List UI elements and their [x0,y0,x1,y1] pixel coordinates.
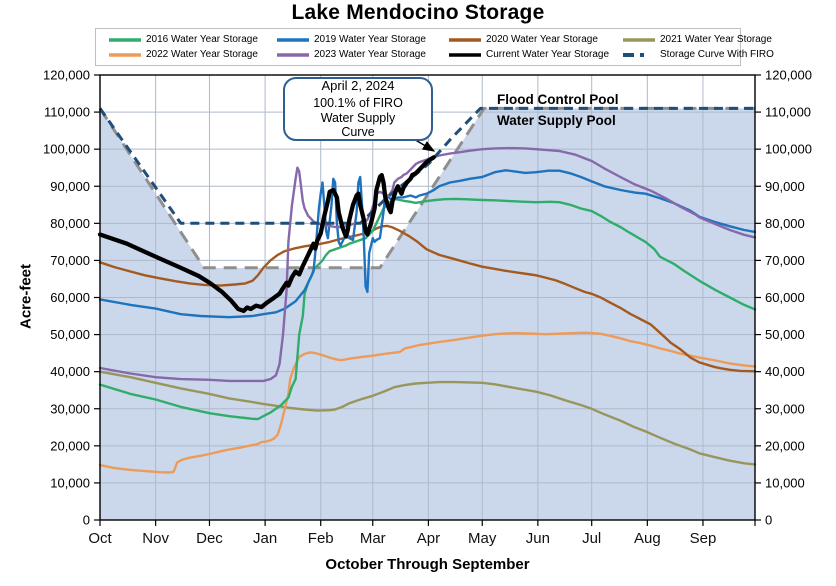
chart-title: Lake Mendocino Storage [291,1,545,24]
y-tick-label-left: 80,000 [50,216,90,231]
legend-label: Current Water Year Storage [486,49,610,60]
month-label: Sep [690,530,717,547]
y-tick-label-left: 50,000 [50,327,90,342]
legend-label: 2016 Water Year Storage [146,34,258,45]
y-tick-label-right: 10,000 [765,475,805,490]
y-tick-label-right: 110,000 [765,105,811,120]
x-axis-title: October Through September [325,556,530,573]
y-tick-label-left: 20,000 [50,438,90,453]
annotation-callout: April 2, 2024 100.1% of FIRO Water Suppl… [283,77,433,141]
legend-label: Storage Curve With FIRO [660,49,774,60]
legend-swatch-2016-water-year-storage [109,37,141,42]
annotation-date: April 2, 2024 [321,77,395,93]
legend-item-2023-water-year-storage: 2023 Water Year Storage [276,49,448,60]
y-tick-label-left: 40,000 [50,364,90,379]
annotation-text-line: Curve [341,125,375,139]
y-tick-label-right: 90,000 [765,179,805,194]
water-supply-pool-fill [100,108,755,520]
y-tick-label-left: 60,000 [50,290,90,305]
y-tick-label-right: 80,000 [765,216,805,231]
month-label: Feb [308,530,334,547]
legend-label: 2019 Water Year Storage [314,34,426,45]
legend-label: 2022 Water Year Storage [146,49,258,60]
y-tick-label-right: 50,000 [765,327,805,342]
y-tick-label-right: 100,000 [765,142,812,157]
legend-item-2016-water-year-storage: 2016 Water Year Storage [108,34,276,45]
y-tick-label-left: 110,000 [44,105,90,120]
legend-label: 2021 Water Year Storage [660,34,772,45]
water-supply-pool-label: Water Supply Pool [497,113,616,128]
y-tick-label-left: 120,000 [43,68,90,83]
month-label: Apr [417,530,440,547]
legend-swatch-2019-water-year-storage [277,37,309,42]
annotation-text-line: Water Supply [320,110,396,125]
series-line-current-water-year-storage [97,155,436,314]
y-tick-label-left: 0 [83,513,90,528]
month-label: Mar [360,530,386,547]
y-tick-label-right: 40,000 [765,364,805,379]
y-tick-label-left: 10,000 [50,475,90,490]
month-label: Jul [582,530,601,547]
y-tick-label-right: 20,000 [765,438,805,453]
series-line-2020-water-year-storage [98,224,757,373]
y-axis-title: Acre-feet [17,263,35,330]
y-tick-label-left: 90,000 [50,179,90,194]
month-label: Jan [253,530,277,547]
legend-item-2020-water-year-storage: 2020 Water Year Storage [448,34,622,45]
y-tick-label-right: 30,000 [765,401,805,416]
y-tick-label-right: 0 [765,513,772,528]
legend-swatch-2021-water-year-storage [623,37,655,42]
legend-item-2021-water-year-storage: 2021 Water Year Storage [622,34,774,45]
legend-label: 2023 Water Year Storage [314,49,426,60]
legend-swatch-2023-water-year-storage [277,52,309,57]
annotation-text-line: 100.1% of FIRO [313,96,403,110]
month-label: May [468,530,497,547]
legend-swatch-storage-curve-with-firo [623,52,655,57]
flood-control-pool-label: Flood Control Pool [497,92,619,107]
y-tick-label-left: 70,000 [50,253,90,268]
month-label: Nov [142,530,169,547]
legend-swatch-2020-water-year-storage [449,37,481,42]
y-tick-label-right: 70,000 [765,253,805,268]
legend-swatch-2022-water-year-storage [109,52,141,57]
legend-item-2019-water-year-storage: 2019 Water Year Storage [276,34,448,45]
series-line-2021-water-year-storage [98,370,757,466]
legend-item-2022-water-year-storage: 2022 Water Year Storage [108,49,276,60]
y-tick-label-left: 30,000 [50,401,90,416]
series-line-2016-water-year-storage [98,197,757,421]
month-label: Jun [526,530,550,547]
legend-item-storage-curve-with-firo: Storage Curve With FIRO [622,49,774,60]
month-label: Dec [196,530,223,547]
series-line-2022-water-year-storage [98,331,757,474]
month-label: Oct [88,530,112,547]
y-tick-label-left: 100,000 [43,142,90,157]
y-tick-label-right: 120,000 [765,68,812,83]
legend-swatch-current-water-year-storage [449,52,481,57]
month-label: Aug [634,530,661,547]
legend-label: 2020 Water Year Storage [486,34,598,45]
series-line-water-supply-pool-guide-curve [98,106,755,270]
legend: 2016 Water Year Storage 2019 Water Year S… [95,28,774,66]
legend-item-current-water-year-storage: Current Water Year Storage [448,49,622,60]
y-tick-label-right: 60,000 [765,290,805,305]
